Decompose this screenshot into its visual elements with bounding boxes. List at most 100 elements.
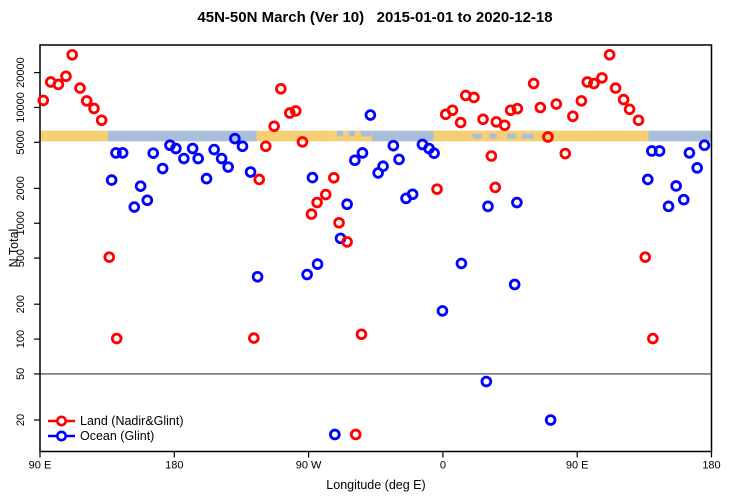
- coast-band-ocean: [648, 130, 712, 142]
- data-point-ocean: [178, 152, 190, 165]
- data-point-land: [550, 98, 563, 110]
- legend-item-ocean: Ocean (Glint): [47, 429, 184, 445]
- data-point-land: [485, 150, 498, 162]
- coast-band-chip-lake: [521, 133, 534, 139]
- data-point-ocean: [406, 188, 419, 201]
- y-tick-label: 20000: [15, 57, 27, 88]
- data-point-land: [511, 102, 524, 115]
- data-point-land: [454, 116, 467, 129]
- data-point-land: [498, 119, 511, 132]
- data-point-ocean: [306, 171, 319, 184]
- data-point-land: [489, 181, 502, 194]
- data-point-ocean: [116, 147, 129, 159]
- data-point-land: [110, 332, 123, 345]
- data-point-land: [542, 131, 554, 143]
- data-point-land: [95, 114, 108, 127]
- data-point-land: [328, 171, 340, 184]
- coast-band-chip-lake: [489, 133, 497, 139]
- data-point-land: [319, 188, 332, 201]
- coast-band-chip-ocean: [348, 130, 355, 137]
- data-point-ocean: [387, 139, 400, 152]
- x-tick-label: 90 E: [566, 460, 589, 472]
- data-point-land: [527, 77, 540, 90]
- data-point-ocean: [156, 162, 169, 175]
- data-point-ocean: [192, 152, 204, 165]
- legend-label-land: Land (Nadir&Glint): [80, 413, 184, 428]
- data-point-ocean: [436, 305, 449, 317]
- data-point-land: [581, 76, 594, 88]
- data-point-ocean: [134, 180, 147, 192]
- data-point-land: [283, 107, 296, 119]
- y-tick-label: 50: [15, 368, 27, 380]
- data-point-ocean: [208, 143, 220, 156]
- data-point-land: [603, 48, 616, 61]
- data-point-ocean: [393, 153, 405, 166]
- coast-band-land: [40, 130, 108, 142]
- data-point-land: [66, 48, 79, 61]
- data-point-land: [349, 428, 362, 441]
- data-point-land: [355, 328, 368, 341]
- data-point-ocean: [222, 161, 234, 173]
- coast-band-ocean: [371, 130, 434, 142]
- data-point-ocean: [356, 147, 369, 159]
- data-point-ocean: [428, 147, 440, 159]
- y-tick-label: 2000: [15, 176, 27, 200]
- data-point-land: [52, 78, 65, 91]
- data-point-ocean: [329, 428, 341, 441]
- data-point-ocean: [147, 147, 160, 159]
- data-point-ocean: [653, 145, 666, 157]
- plot-box: [39, 44, 713, 453]
- data-point-land: [103, 251, 116, 263]
- data-point-land: [431, 183, 443, 195]
- data-point-land: [446, 104, 459, 117]
- data-point-ocean: [508, 278, 521, 291]
- data-point-ocean: [455, 257, 468, 270]
- data-point-land: [341, 236, 353, 248]
- data-point-land: [74, 82, 86, 94]
- y-tick-label: 500: [15, 249, 27, 267]
- data-point-land: [534, 101, 547, 114]
- data-point-land: [305, 208, 318, 220]
- coast-band-ocean: [107, 130, 257, 142]
- y-tick-label: 10000: [15, 92, 27, 123]
- data-point-ocean: [215, 152, 228, 165]
- data-point-ocean: [244, 166, 257, 178]
- data-point-ocean: [229, 132, 241, 145]
- data-point-land: [575, 95, 588, 107]
- data-point-ocean: [105, 174, 118, 186]
- land-marker-icon: [48, 415, 75, 427]
- data-point-ocean: [691, 162, 703, 174]
- data-point-land: [333, 216, 345, 229]
- data-point-ocean: [662, 200, 675, 213]
- data-point-land: [559, 147, 572, 160]
- coast-band-chip-lake: [507, 133, 517, 139]
- data-point-ocean: [683, 147, 696, 159]
- data-point-ocean: [236, 140, 249, 153]
- y-tick-label: 200: [15, 295, 27, 313]
- data-point-land: [632, 114, 645, 127]
- data-point-land: [275, 82, 287, 95]
- ocean-marker-icon: [48, 430, 75, 442]
- data-point-ocean: [511, 196, 523, 209]
- coast-band-land: [433, 130, 649, 142]
- data-point-ocean: [641, 173, 654, 186]
- data-point-ocean: [698, 139, 711, 152]
- chart-title: 45N-50N March (Ver 10) 2015-01-01 to 202…: [197, 9, 553, 26]
- data-point-ocean: [200, 172, 213, 185]
- data-point-land: [60, 70, 72, 83]
- data-point-land: [296, 136, 309, 148]
- data-point-land: [88, 102, 100, 115]
- data-point-land: [37, 94, 50, 107]
- data-point-land: [248, 332, 260, 344]
- data-point-land: [477, 113, 489, 126]
- x-tick-label: 90 W: [296, 460, 322, 472]
- data-point-ocean: [186, 142, 199, 155]
- data-point-ocean: [311, 258, 324, 270]
- data-point-ocean: [677, 193, 690, 206]
- data-point-land: [609, 82, 622, 94]
- data-point-land: [567, 110, 579, 123]
- data-point-land: [468, 91, 480, 104]
- data-point-land: [647, 332, 659, 345]
